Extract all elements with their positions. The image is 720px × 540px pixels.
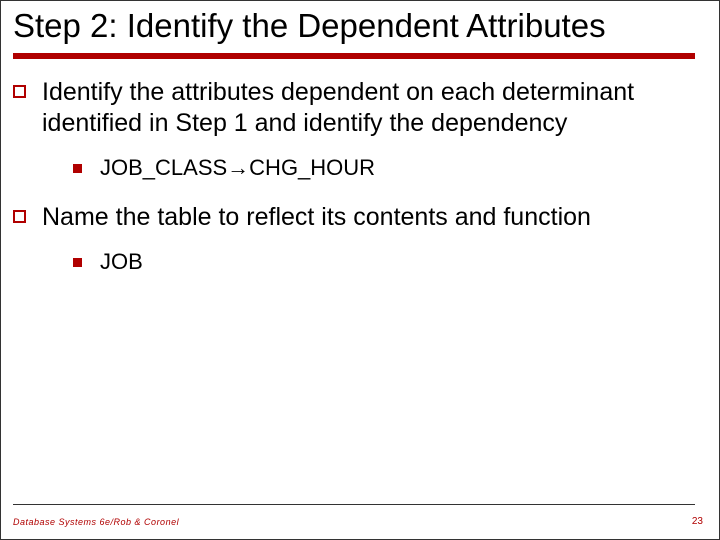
bullet-text: Identify the attributes dependent on eac… [42,77,707,140]
dependency-right: CHG_HOUR [249,155,375,180]
bullet-level1: Identify the attributes dependent on eac… [13,77,707,140]
slide-body: Identify the attributes dependent on eac… [1,59,719,276]
dependency-left: JOB_CLASS [100,155,227,180]
bullet-level1: Name the table to reflect its contents a… [13,202,707,233]
arrow-icon: → [227,155,249,180]
page-number: 23 [692,516,703,527]
bullet-text: JOB_CLASS→CHG_HOUR [100,155,375,181]
bullet-level2: JOB_CLASS→CHG_HOUR [73,155,707,181]
bullet-level2: JOB [73,249,707,275]
square-outline-icon [13,210,26,223]
square-fill-icon [73,164,82,173]
bullet-text: JOB [100,249,143,275]
footer-source: Database Systems 6e/Rob & Coronel [13,517,179,527]
bullet-text: Name the table to reflect its contents a… [42,202,591,233]
slide-title: Step 2: Identify the Dependent Attribute… [1,1,719,49]
footer-divider [13,504,695,505]
slide: Step 2: Identify the Dependent Attribute… [0,0,720,540]
square-outline-icon [13,85,26,98]
square-fill-icon [73,258,82,267]
